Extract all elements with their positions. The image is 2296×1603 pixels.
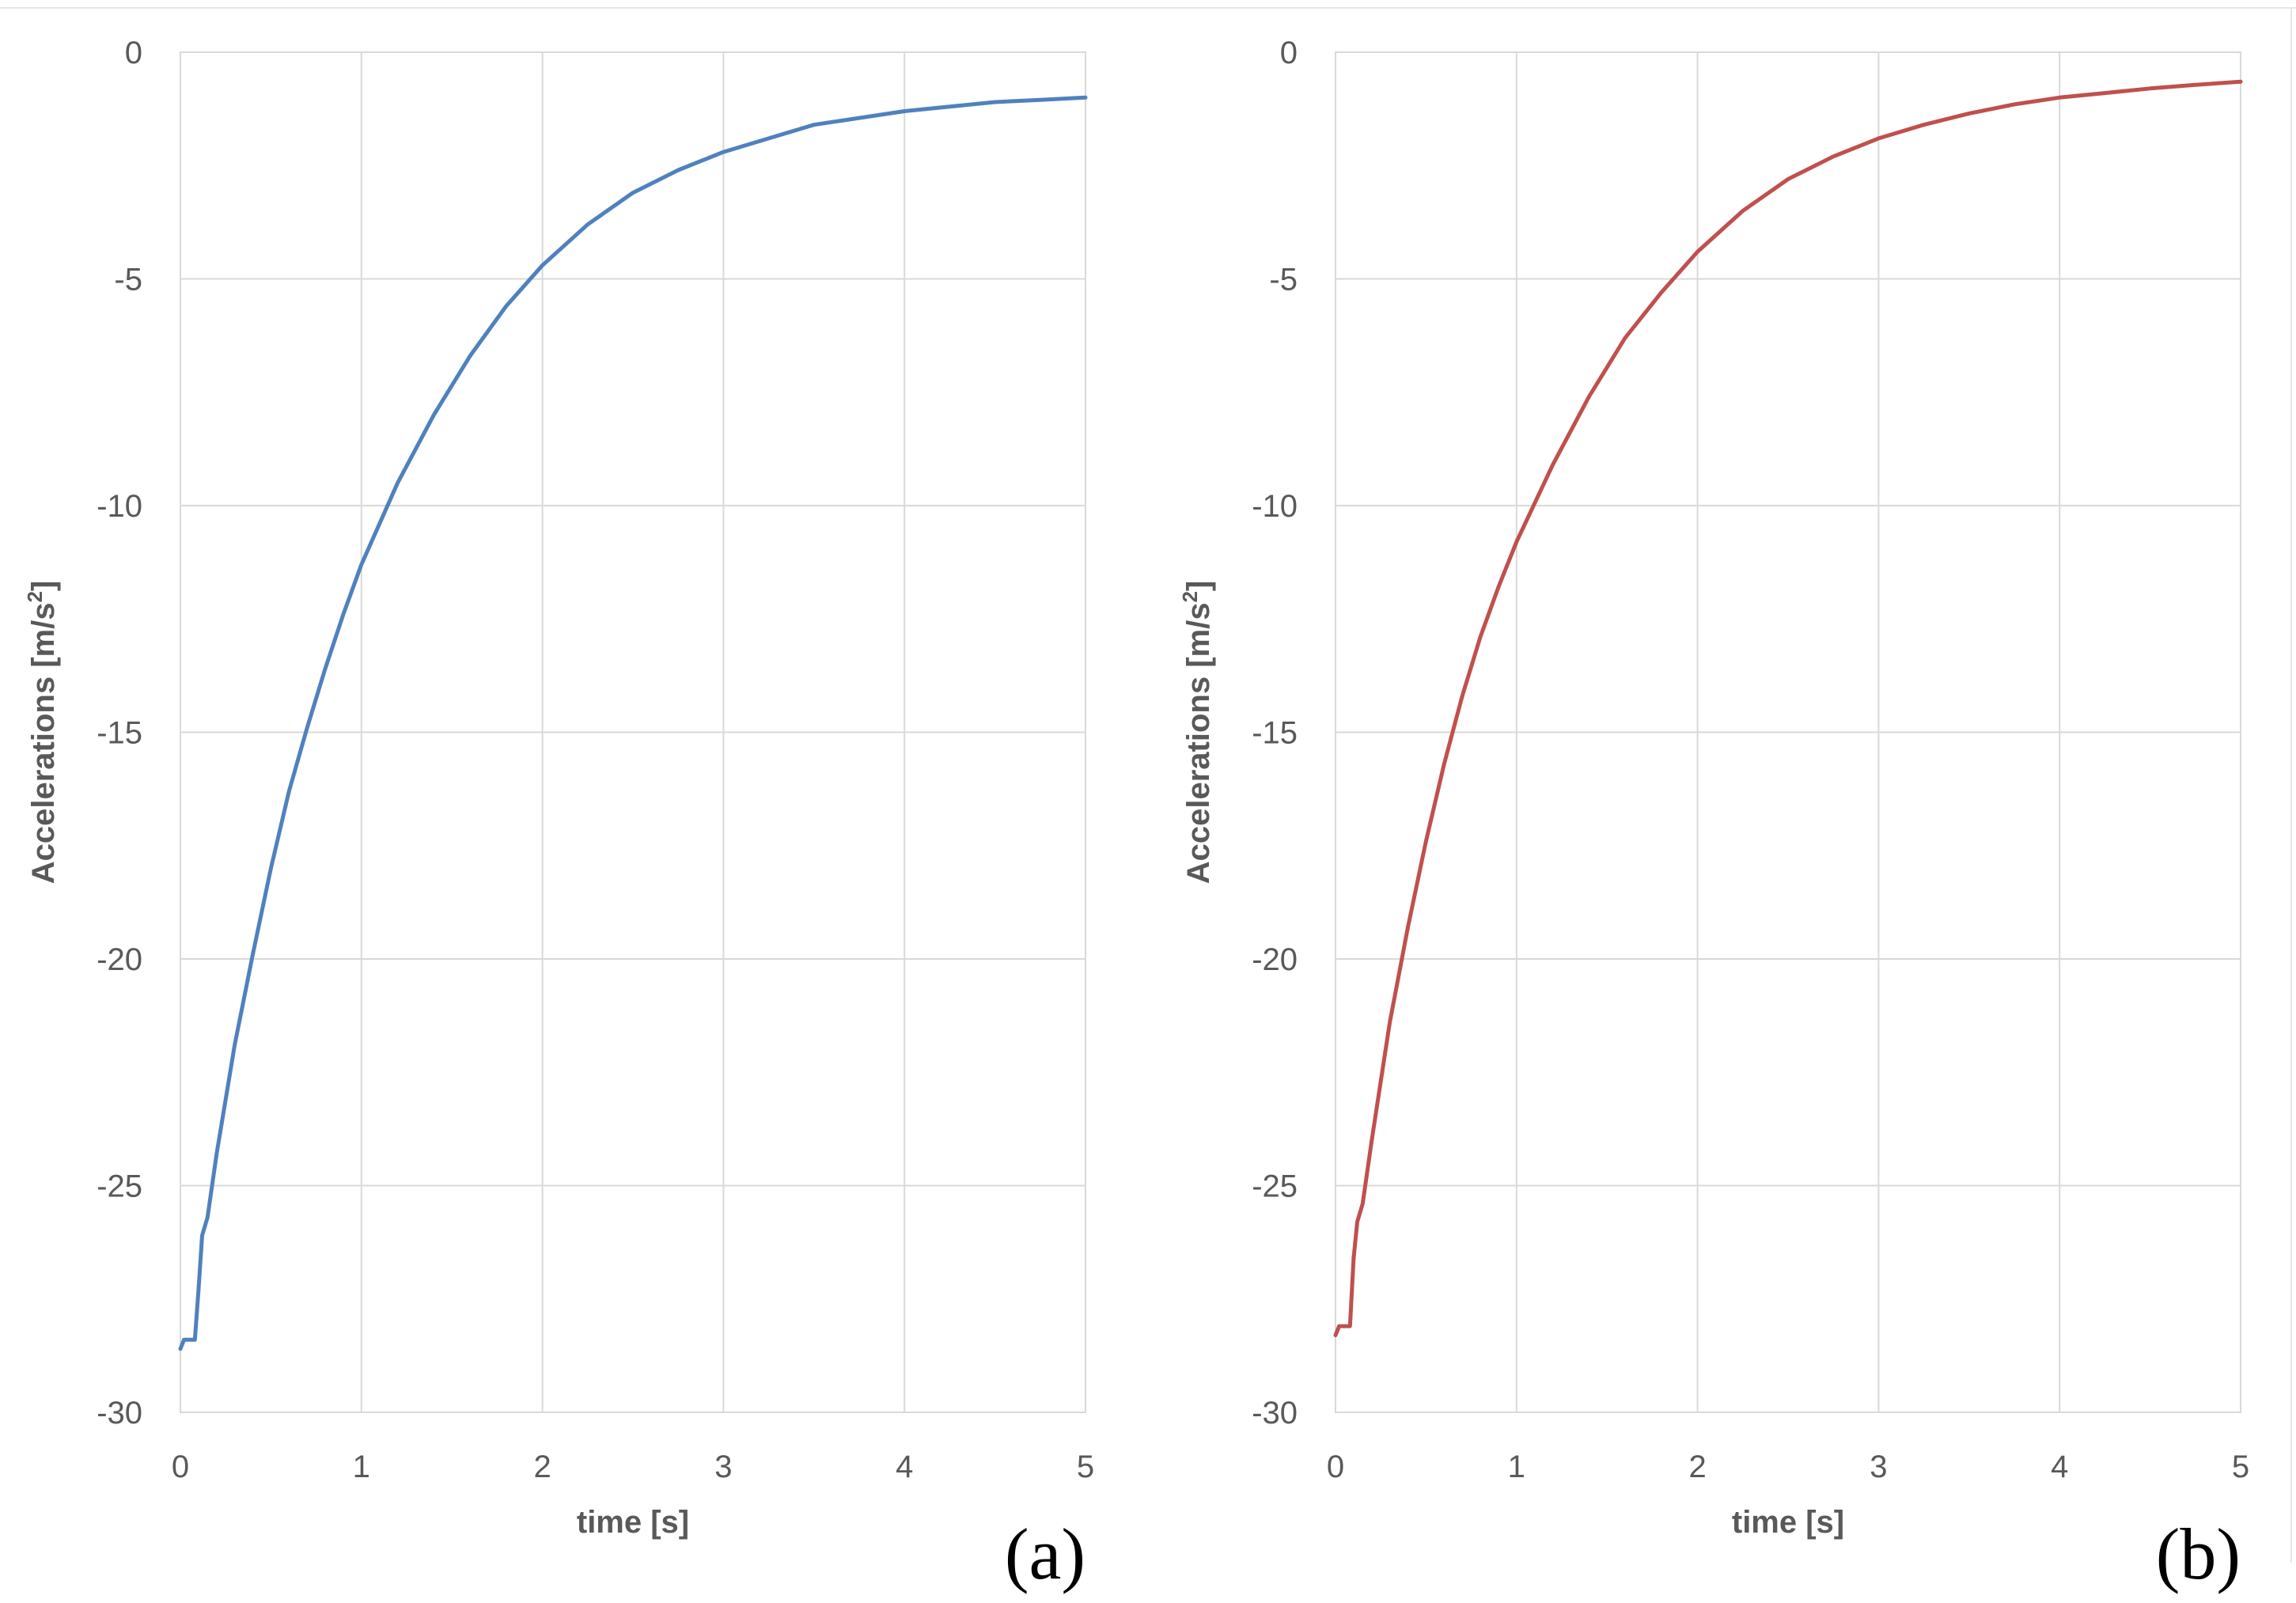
panel-label-b: (b) bbox=[2156, 1514, 2241, 1594]
y-tick-label-a-1: -5 bbox=[114, 263, 142, 297]
plot-frame-b bbox=[1335, 51, 2241, 1413]
y-axis-title-b: Accelerations [m/s2] bbox=[1178, 581, 1216, 885]
y-tick-label-b-0: 0 bbox=[1280, 36, 1298, 70]
x-tick-label-b-2: 2 bbox=[1688, 1450, 1706, 1484]
x-tick-label-b-0: 0 bbox=[1327, 1450, 1344, 1484]
chart-panel-a: 0 -5 -10 -15 -20 -25 -30 0 1 2 3 4 5 time [s] Accel… bbox=[23, 36, 1094, 1594]
x-tick-label-b-3: 3 bbox=[1870, 1450, 1887, 1484]
x-tick-label-a-4: 4 bbox=[896, 1450, 913, 1484]
y-tick-label-a-0: 0 bbox=[125, 36, 142, 70]
x-tick-label-b-4: 4 bbox=[2051, 1450, 2068, 1484]
chart-panel-b: 0 -5 -10 -15 -20 -25 -30 0 1 2 3 4 5 time [s] Accel… bbox=[1178, 36, 2249, 1594]
x-tick-label-b-1: 1 bbox=[1508, 1450, 1525, 1484]
x-tick-label-a-0: 0 bbox=[172, 1450, 189, 1484]
plot-frame-a bbox=[180, 51, 1086, 1413]
acceleration-series-line-a bbox=[178, 95, 1088, 1351]
x-tick-label-a-2: 2 bbox=[533, 1450, 551, 1484]
y-axis-title-superscript-a: 2 bbox=[23, 591, 47, 602]
x-axis-title-a: time [s] bbox=[577, 1505, 689, 1540]
y-tick-label-a-2: -10 bbox=[97, 489, 142, 524]
x-tick-label-a-3: 3 bbox=[714, 1450, 732, 1484]
y-axis-title-superscript-b: 2 bbox=[1178, 591, 1202, 602]
panel-label-a: (a) bbox=[1005, 1514, 1085, 1594]
y-axis-title-close-b: ] bbox=[1181, 581, 1216, 591]
x-tick-label-a-1: 1 bbox=[353, 1450, 370, 1484]
y-tick-label-a-5: -25 bbox=[97, 1169, 142, 1204]
y-axis-ticks-a: 0 -5 -10 -15 -20 -25 -30 bbox=[97, 36, 142, 1431]
y-tick-label-b-6: -30 bbox=[1252, 1396, 1298, 1431]
y-tick-label-a-3: -15 bbox=[97, 716, 142, 751]
y-tick-label-a-4: -20 bbox=[97, 942, 142, 977]
y-tick-label-b-2: -10 bbox=[1252, 489, 1298, 524]
x-tick-label-b-5: 5 bbox=[2232, 1450, 2249, 1484]
y-axis-title-main-a: Accelerations [m/s bbox=[26, 603, 61, 885]
y-axis-title-main-b: Accelerations [m/s bbox=[1181, 603, 1216, 885]
x-axis-ticks-b: 0 1 2 3 4 5 bbox=[1327, 1450, 2249, 1484]
y-tick-label-a-6: -30 bbox=[97, 1396, 142, 1431]
y-axis-ticks-b: 0 -5 -10 -15 -20 -25 -30 bbox=[1252, 36, 1298, 1431]
y-tick-label-b-3: -15 bbox=[1252, 716, 1298, 751]
y-tick-label-b-4: -20 bbox=[1252, 942, 1298, 977]
y-tick-label-b-1: -5 bbox=[1269, 263, 1298, 297]
x-tick-label-a-5: 5 bbox=[1077, 1450, 1094, 1484]
y-tick-label-b-5: -25 bbox=[1252, 1169, 1298, 1204]
acceleration-series-line-b bbox=[1333, 79, 2243, 1338]
x-axis-title-b: time [s] bbox=[1732, 1505, 1844, 1540]
y-axis-title-close-a: ] bbox=[26, 581, 61, 591]
y-axis-title-a: Accelerations [m/s2] bbox=[23, 581, 61, 885]
x-axis-ticks-a: 0 1 2 3 4 5 bbox=[172, 1450, 1094, 1484]
gridlines-a bbox=[180, 51, 1086, 1413]
